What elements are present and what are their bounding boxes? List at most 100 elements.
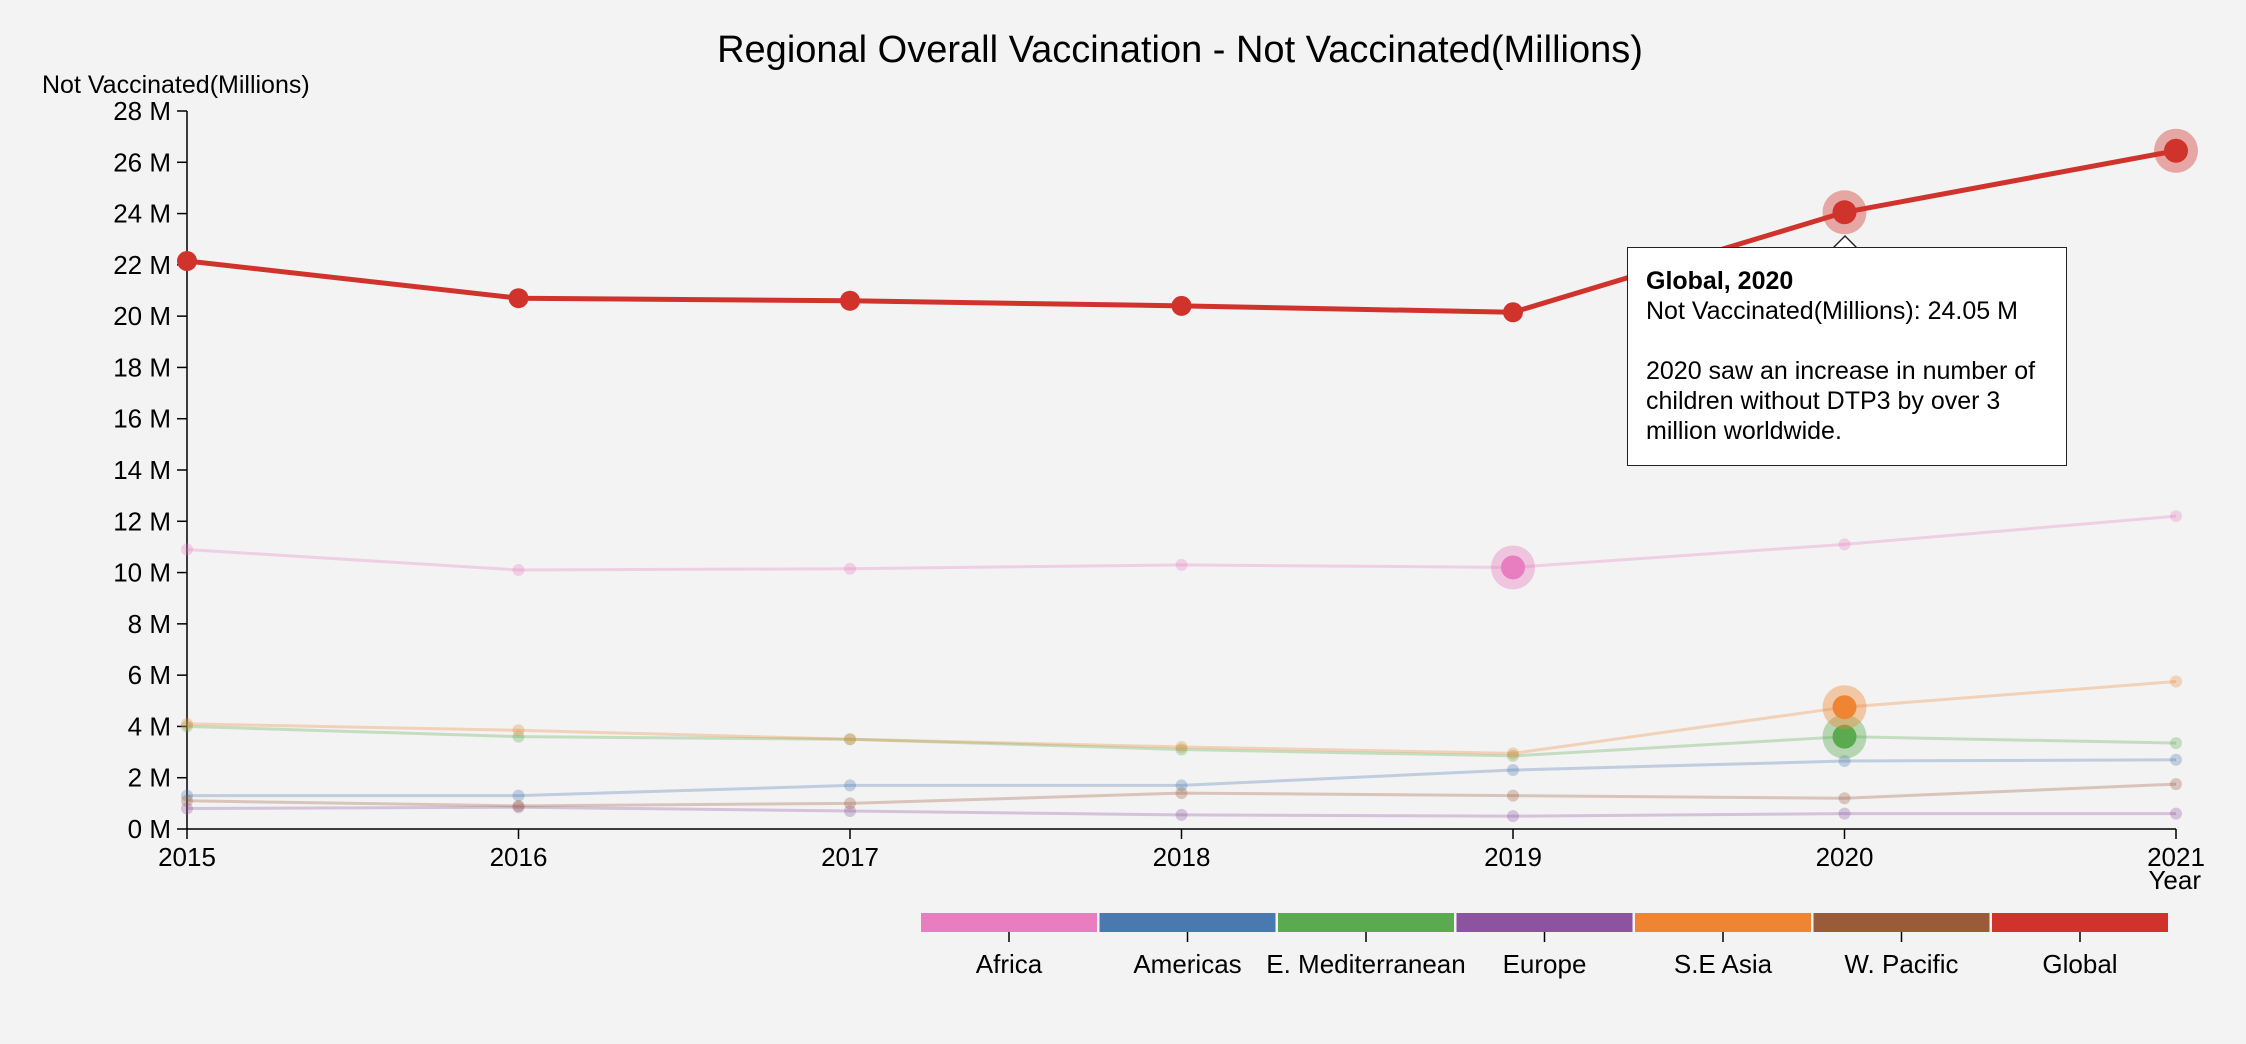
data-point (181, 720, 193, 733)
y-tick-label: 4 M (128, 711, 171, 741)
y-tick-label: 16 M (113, 404, 171, 434)
highlight-point (1832, 724, 1857, 749)
y-tick-label: 28 M (113, 96, 171, 126)
series-line-americas (187, 758, 2177, 798)
data-point (1507, 749, 1519, 762)
x-tick-label: 2018 (1153, 842, 1211, 872)
data-point (1838, 807, 1851, 820)
y-tick-label: 0 M (128, 814, 171, 844)
x-axis-title: Year (2148, 865, 2201, 895)
series-americas (181, 753, 2182, 802)
data-point (844, 805, 856, 818)
legend-swatch (1278, 913, 1454, 932)
data-point (1175, 808, 1188, 821)
series-w-pacific (181, 778, 2182, 812)
series-africa (181, 510, 2182, 590)
data-point (181, 543, 193, 556)
x-tick-label: 2016 (490, 842, 548, 872)
tooltip-caret (1832, 235, 1858, 248)
y-tick-label: 26 M (113, 147, 171, 177)
data-point (1838, 755, 1851, 768)
data-point (844, 779, 856, 792)
data-point (508, 288, 529, 309)
y-tick-label: 14 M (113, 455, 171, 485)
data-point (1507, 764, 1519, 777)
data-point (844, 733, 856, 746)
highlight-point (1501, 555, 1525, 580)
data-point (2170, 753, 2182, 766)
data-point (1838, 538, 1851, 551)
data-point (1175, 558, 1188, 571)
legend-label: Europe (1503, 949, 1587, 979)
data-point (844, 733, 856, 746)
tooltip-value: Not Vaccinated(Millions): 24.05 M (1646, 297, 2018, 325)
x-tick-label: 2015 (158, 842, 216, 872)
legend-label: Global (2042, 949, 2117, 979)
data-point (1507, 747, 1519, 760)
tooltip-note: 2020 saw an increase in number of childr… (1646, 357, 2036, 445)
highlight-point (2164, 138, 2188, 163)
data-point (1507, 789, 1519, 802)
data-point (512, 730, 525, 743)
data-point (181, 717, 193, 730)
data-point (181, 794, 193, 807)
y-tick-label: 22 M (113, 250, 171, 280)
legend-label: Africa (976, 949, 1043, 979)
series-line-africa (186, 514, 2177, 572)
series-europe (181, 801, 2182, 823)
data-point (1175, 779, 1188, 792)
legend-label: Americas (1133, 949, 1241, 979)
data-point (2170, 510, 2182, 523)
data-point (1507, 810, 1519, 823)
x-tick-label: 2017 (821, 842, 879, 872)
x-tick-label: 2021 (2147, 842, 2205, 872)
data-point (512, 799, 525, 812)
legend-label: W. Pacific (1844, 949, 1958, 979)
data-point (2170, 737, 2182, 750)
y-tick-label: 12 M (113, 506, 171, 536)
y-axis-title: Not Vaccinated(Millions) (42, 71, 310, 99)
legend-swatch (1992, 913, 2168, 932)
series-layer (177, 128, 2198, 823)
series-e-mediterranean (181, 714, 2182, 762)
data-point (1171, 295, 1192, 316)
x-tick-label: 2019 (1484, 842, 1542, 872)
data-point (840, 290, 860, 311)
data-point (2170, 675, 2182, 688)
y-tick-label: 8 M (128, 609, 171, 639)
series-line-w-pacific (186, 782, 2177, 808)
series-global (177, 128, 2198, 323)
data-point (512, 789, 525, 802)
y-tick-label: 24 M (113, 199, 171, 229)
data-point (512, 801, 525, 814)
legend-label: E. Mediterranean (1266, 949, 1465, 979)
data-point (844, 797, 856, 810)
legend-swatch (1635, 913, 1811, 932)
legend-label: S.E Asia (1674, 949, 1773, 979)
data-point (181, 802, 193, 815)
legend: Africa Americas E. Mediterranean Europe S.E … (921, 913, 2168, 979)
series-s-e-asia (181, 675, 2182, 760)
y-tick-label: 6 M (128, 660, 171, 690)
data-point (1175, 743, 1188, 756)
series-line-europe (186, 805, 2176, 818)
data-point (1175, 740, 1188, 753)
data-point (512, 564, 525, 577)
data-point (1503, 302, 1523, 323)
y-tick-label: 20 M (113, 301, 171, 331)
data-point (177, 251, 197, 272)
tooltip-header: Global, 2020 (1646, 267, 1794, 295)
y-tick-label: 2 M (128, 763, 171, 793)
x-tick-label: 2020 (1816, 842, 1874, 872)
y-tick-label: 18 M (113, 352, 171, 382)
legend-swatch (1099, 913, 1276, 932)
highlight-point (1832, 695, 1857, 720)
data-point (1175, 787, 1188, 800)
tooltip: Global, 2020 Not Vaccinated(Millions): 2… (1627, 247, 2067, 466)
chart-title: Regional Overall Vaccination - Not Vacci… (717, 29, 1643, 71)
data-point (512, 724, 525, 737)
axes: 0 M 2 M 4 M 6 M 8 M 10 M 12 M 14 M 16 M 18 M 20 M 2… (113, 96, 2205, 895)
legend-swatch (1813, 913, 1990, 932)
highlight-point (1832, 200, 1857, 225)
